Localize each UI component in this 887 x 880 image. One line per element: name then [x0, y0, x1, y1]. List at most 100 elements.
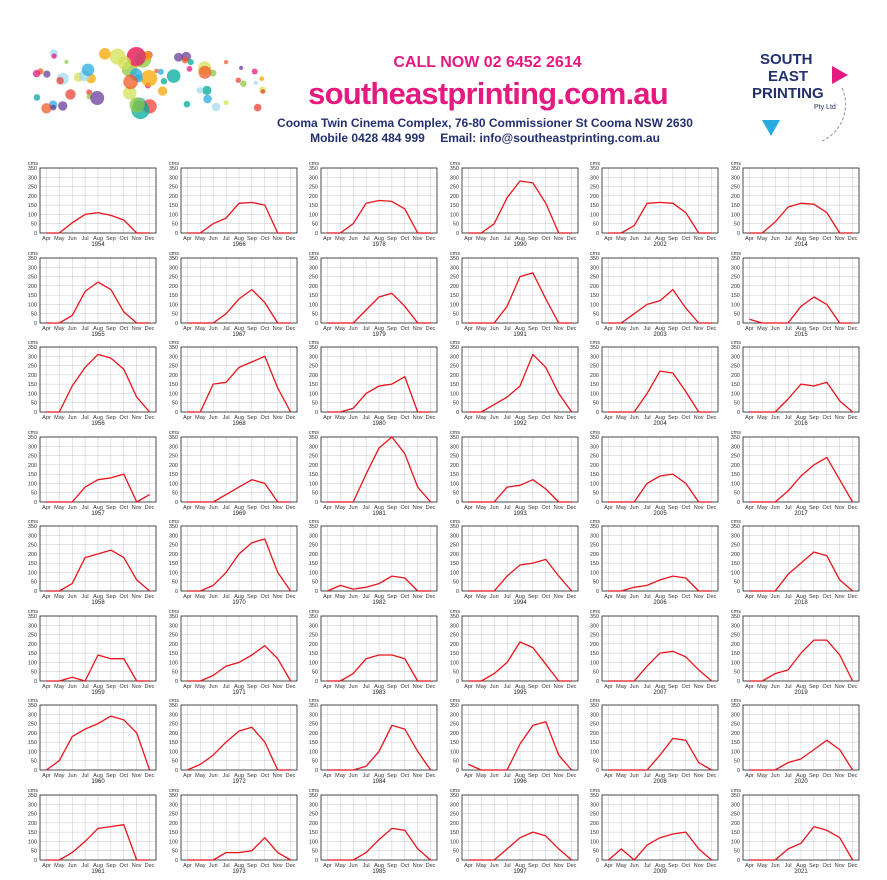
logo-dot	[260, 89, 266, 94]
y-tick-label: 0	[175, 768, 178, 774]
y-tick-label: 150	[28, 203, 37, 209]
x-tick-label: May	[54, 863, 65, 869]
x-tick-label: Aug	[234, 236, 244, 242]
y-tick-label: 350	[590, 524, 599, 530]
x-tick-label: Aug	[655, 684, 665, 690]
logo-dot	[86, 89, 92, 96]
y-tick-label: 150	[450, 203, 459, 209]
x-tick-label: Sep	[247, 236, 257, 242]
x-tick-label: Oct	[541, 236, 550, 242]
y-tick-label: 50	[172, 580, 178, 586]
y-tick-label: 250	[28, 543, 37, 549]
panel-year-label: 1993	[513, 511, 527, 517]
y-tick-label: 0	[315, 231, 318, 237]
x-tick-label: May	[54, 505, 65, 511]
x-tick-label: Jul	[363, 684, 370, 690]
x-tick-label: Aug	[796, 415, 806, 421]
y-axis-label: cms	[169, 698, 179, 704]
logo-dot	[81, 63, 95, 77]
y-tick-label: 50	[172, 312, 178, 318]
x-tick-label: Jun	[490, 415, 499, 421]
x-tick-label: Oct	[822, 326, 831, 332]
y-tick-label: 100	[169, 570, 178, 576]
y-tick-label: 300	[731, 533, 740, 539]
x-tick-label: Oct	[681, 863, 690, 869]
x-tick-label: Jul	[785, 236, 792, 242]
x-tick-label: Apr	[323, 594, 332, 600]
y-tick-label: 50	[31, 849, 37, 855]
x-tick-label: Dec	[567, 773, 577, 779]
cyan-triangle-icon	[762, 120, 780, 136]
x-tick-label: Apr	[604, 236, 613, 242]
y-tick-label: 200	[169, 194, 178, 200]
x-tick-label: Apr	[745, 505, 754, 511]
y-tick-label: 250	[731, 364, 740, 370]
y-tick-label: 150	[731, 740, 740, 746]
logo-dot	[50, 104, 57, 111]
x-tick-label: Jul	[82, 505, 89, 511]
panel-year-label: 1981	[372, 511, 386, 517]
y-tick-label: 200	[169, 552, 178, 558]
x-tick-label: Aug	[374, 684, 384, 690]
logo-dot	[181, 56, 189, 64]
x-tick-label: Apr	[42, 594, 51, 600]
y-tick-label: 300	[450, 444, 459, 450]
y-tick-label: 350	[731, 614, 740, 620]
mobile-number[interactable]: Mobile 0428 484 999	[310, 131, 425, 145]
panel-year-label: 1995	[513, 690, 527, 696]
panel-year-label: 1956	[91, 421, 105, 427]
y-tick-label: 300	[28, 354, 37, 360]
y-tick-label: 300	[309, 712, 318, 718]
x-tick-label: Apr	[42, 684, 51, 690]
y-tick-label: 100	[169, 749, 178, 755]
y-tick-label: 250	[309, 812, 318, 818]
plot-frame	[461, 167, 579, 234]
plot-frame	[39, 346, 157, 413]
x-tick-label: Nov	[835, 415, 845, 421]
y-tick-label: 250	[309, 364, 318, 370]
y-tick-label: 200	[590, 463, 599, 469]
plot-frame	[742, 794, 860, 861]
x-tick-label: Sep	[809, 684, 819, 690]
x-tick-label: Aug	[374, 505, 384, 511]
y-tick-label: 100	[731, 839, 740, 845]
y-tick-label: 350	[169, 524, 178, 530]
y-tick-label: 100	[731, 570, 740, 576]
y-tick-label: 100	[309, 839, 318, 845]
y-tick-label: 150	[731, 830, 740, 836]
y-tick-label: 250	[450, 454, 459, 460]
x-tick-label: May	[195, 594, 206, 600]
y-tick-label: 0	[175, 410, 178, 416]
website-link[interactable]: southeastprinting.com.au	[308, 76, 669, 111]
x-tick-label: Nov	[835, 594, 845, 600]
x-tick-label: Jun	[490, 594, 499, 600]
x-tick-label: Nov	[273, 773, 283, 779]
y-tick-label: 100	[309, 391, 318, 397]
y-tick-label: 350	[309, 793, 318, 799]
x-tick-label: Jul	[363, 505, 370, 511]
x-tick-label: Apr	[604, 505, 613, 511]
y-tick-label: 0	[596, 321, 599, 327]
x-tick-label: Jul	[504, 863, 511, 869]
y-tick-label: 200	[169, 642, 178, 648]
panel-year-label: 2021	[794, 869, 808, 875]
panel-year-label: 1970	[232, 600, 246, 606]
y-tick-label: 350	[450, 793, 459, 799]
y-tick-label: 350	[28, 435, 37, 441]
y-tick-label: 250	[169, 454, 178, 460]
x-tick-label: Jun	[209, 863, 218, 869]
x-tick-label: Jun	[490, 505, 499, 511]
x-tick-label: Jun	[490, 684, 499, 690]
x-tick-label: Apr	[183, 773, 192, 779]
y-tick-label: 250	[169, 275, 178, 281]
y-tick-label: 350	[28, 703, 37, 709]
logo-dot	[56, 77, 64, 85]
x-tick-label: Apr	[183, 863, 192, 869]
email-address[interactable]: Email: info@southeastprinting.com.au	[440, 131, 660, 145]
